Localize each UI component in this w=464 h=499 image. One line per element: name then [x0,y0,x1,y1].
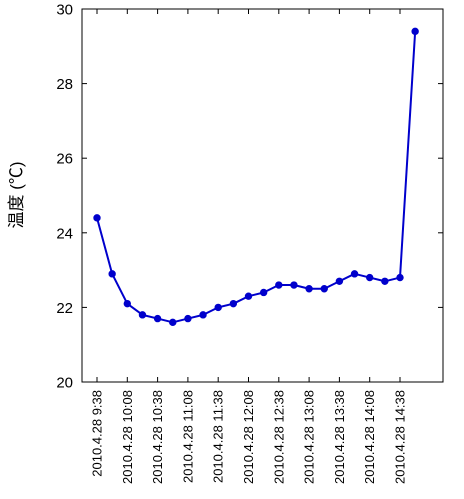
x-tick-label: 2010.4.28 10:08 [120,390,135,484]
y-axis-label: 温度 (℃) [7,161,26,228]
data-point [93,214,101,222]
data-point [184,314,192,323]
data-point [108,270,116,278]
data-point [411,27,419,36]
y-axis: 20 22 24 26 28 30 [56,2,443,392]
data-point [275,281,283,289]
data-point [229,299,238,308]
data-point [335,277,344,285]
data-point [169,318,177,327]
x-tick-label: 2010.4.28 12:08 [241,390,256,484]
data-point [153,314,162,323]
data-point [305,285,313,293]
data-point [381,277,389,285]
y-tick-label: 22 [56,300,73,317]
data-point [138,311,147,319]
x-tick-label: 2010.4.28 13:38 [332,390,347,484]
x-tick-label: 2010.4.28 14:08 [362,390,377,484]
x-tick-label: 2010.4.28 11:38 [211,390,226,483]
data-point [199,311,207,319]
y-tick-label: 30 [56,2,73,19]
data-point [350,270,359,278]
data-point [290,281,298,289]
x-tick-label: 2010.4.28 13:08 [302,390,317,484]
x-tick-label: 2010.4.28 10:38 [150,390,165,484]
data-point [396,273,404,282]
y-tick-label: 24 [56,225,73,242]
plot-area [81,8,444,383]
data-point [259,288,268,297]
data-point [366,273,374,282]
data-point [123,299,132,308]
series-layer [93,27,419,327]
x-tick-label: 2010.4.28 14:38 [393,390,408,484]
y-tick-label: 26 [56,151,73,168]
x-tick-label: 2010.4.28 12:38 [271,390,286,484]
data-point [214,303,222,312]
data-point [244,292,253,300]
x-tick-label: 2010.4.28 11:08 [180,390,195,483]
y-tick-label: 20 [56,375,73,392]
x-tick-label: 2010.4.28 9:38 [90,390,105,477]
y-tick-label: 28 [56,76,73,93]
data-point [320,285,328,293]
x-axis: 2010.4.28 9:38 2010.4.28 10:08 2010.4.28 1… [90,9,408,484]
series-line [96,31,417,324]
